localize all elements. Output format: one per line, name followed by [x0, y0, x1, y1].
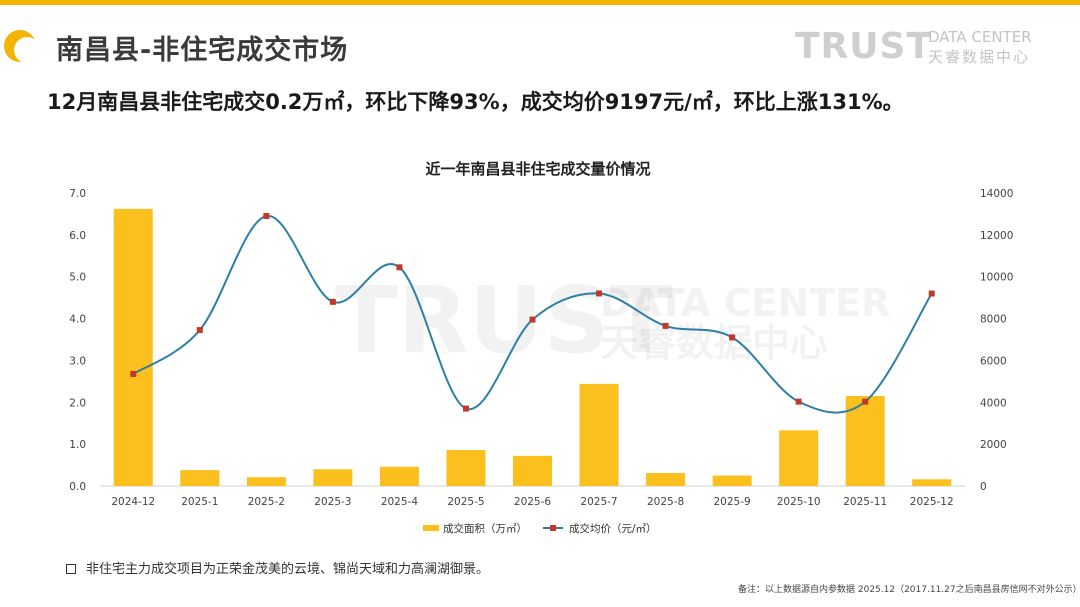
bar: [446, 450, 486, 486]
footnote: 非住宅主力成交项目为正荣金茂美的云境、锦尚天域和力高澜湖御景。: [66, 558, 489, 577]
price-marker: [795, 398, 802, 405]
brand-logo: TRUST DATA CENTER 天睿数据中心: [795, 26, 1055, 70]
legend-line-label: 成交均价（元/㎡）: [569, 522, 657, 535]
headline-summary: 12月南昌县非住宅成交0.2万㎡，环比下降93%，成交均价9197元/㎡，环比上…: [47, 90, 904, 114]
price-marker: [130, 371, 137, 378]
logo-sun-icon: [4, 30, 40, 63]
price-marker: [862, 398, 869, 405]
right-axis-tick-label: 12000: [980, 230, 1013, 242]
x-tick-label: 2025-11: [843, 496, 887, 508]
bar: [779, 430, 819, 486]
left-axis-tick-label: 4.0: [69, 314, 86, 326]
right-axis-tick-label: 4000: [980, 397, 1007, 409]
legend-bar-label: 成交面积（万㎡）: [443, 522, 527, 535]
bullet-square-icon: [66, 563, 76, 574]
footnote-text: 非住宅主力成交项目为正荣金茂美的云境、锦尚天域和力高澜湖御景。: [86, 562, 490, 577]
x-tick-label: 2025-4: [381, 496, 419, 508]
price-marker: [329, 298, 336, 305]
x-tick-label: 2025-1: [181, 496, 218, 508]
bar: [379, 466, 419, 486]
price-marker: [396, 264, 403, 271]
x-tick-label: 2025-12: [910, 496, 954, 508]
top-accent-bar: [0, 0, 1080, 5]
price-marker: [928, 290, 935, 297]
right-axis-tick-label: 10000: [980, 272, 1013, 284]
price-marker: [529, 316, 536, 323]
brand-trust-text: TRUST: [795, 26, 932, 67]
watermark-en: DATA CENTER: [600, 281, 890, 325]
bar: [246, 477, 286, 486]
source-note: 备注：以上数据源自内参数据 2025.12（2017.11.27之后南昌县房信网…: [738, 585, 1080, 595]
legend-line-marker: [550, 525, 556, 531]
x-tick-label: 2025-9: [714, 496, 751, 508]
x-tick-label: 2025-8: [647, 496, 684, 508]
price-marker: [462, 405, 469, 412]
price-marker: [729, 334, 736, 341]
page-title: 南昌县-非住宅成交市场: [56, 35, 349, 66]
bar: [646, 473, 686, 486]
legend-bar-swatch: [423, 525, 439, 531]
bar: [712, 475, 752, 486]
bar: [113, 208, 153, 487]
left-axis-tick-label: 3.0: [69, 355, 86, 367]
x-tick-label: 2025-6: [514, 496, 552, 508]
price-marker: [196, 327, 203, 334]
price-marker: [263, 213, 270, 220]
watermark-trust: TRUST: [335, 267, 673, 374]
right-axis-tick-label: 14000: [980, 188, 1013, 200]
right-axis-tick-label: 2000: [980, 439, 1007, 451]
brand-en-text: DATA CENTER: [928, 28, 1032, 46]
watermark-cn: 天睿数据中心: [600, 321, 828, 365]
left-axis-tick-label: 0.0: [69, 481, 86, 493]
price-marker: [596, 290, 603, 297]
x-tick-label: 2024-12: [111, 496, 155, 508]
price-marker: [662, 322, 669, 329]
x-tick-label: 2025-10: [777, 496, 821, 508]
x-tick-label: 2025-5: [447, 496, 484, 508]
bar: [845, 396, 885, 486]
bar: [180, 470, 220, 486]
chart-title: 近一年南昌县非住宅成交量价情况: [425, 160, 650, 178]
left-axis-tick-label: 2.0: [69, 397, 86, 409]
right-axis-tick-label: 6000: [980, 355, 1007, 367]
left-axis-tick-label: 1.0: [69, 439, 86, 451]
bar: [313, 469, 353, 486]
x-tick-label: 2025-2: [248, 496, 285, 508]
x-tick-label: 2025-7: [580, 496, 617, 508]
right-axis-tick-label: 8000: [980, 314, 1007, 326]
bar: [912, 479, 952, 486]
left-axis-tick-label: 5.0: [69, 272, 86, 284]
bar: [513, 455, 552, 486]
bar: [579, 383, 619, 486]
brand-cn-text: 天睿数据中心: [928, 48, 1031, 66]
right-axis-tick-label: 0: [980, 481, 987, 493]
x-tick-label: 2025-3: [314, 496, 351, 508]
left-axis-tick-label: 6.0: [69, 230, 86, 242]
left-axis-tick-label: 7.0: [69, 188, 86, 200]
